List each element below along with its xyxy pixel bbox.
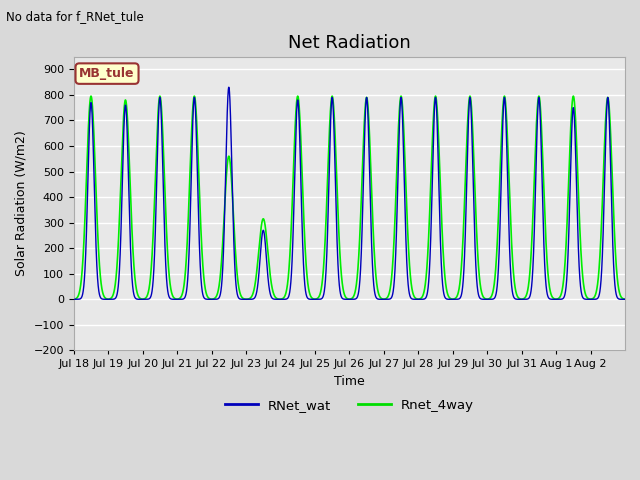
Title: Net Radiation: Net Radiation [288,34,411,52]
Text: No data for f_RNet_tule: No data for f_RNet_tule [6,10,144,23]
Legend: RNet_wat, Rnet_4way: RNet_wat, Rnet_4way [220,394,479,417]
Y-axis label: Solar Radiation (W/m2): Solar Radiation (W/m2) [15,131,28,276]
X-axis label: Time: Time [334,375,365,388]
Text: MB_tule: MB_tule [79,67,135,80]
